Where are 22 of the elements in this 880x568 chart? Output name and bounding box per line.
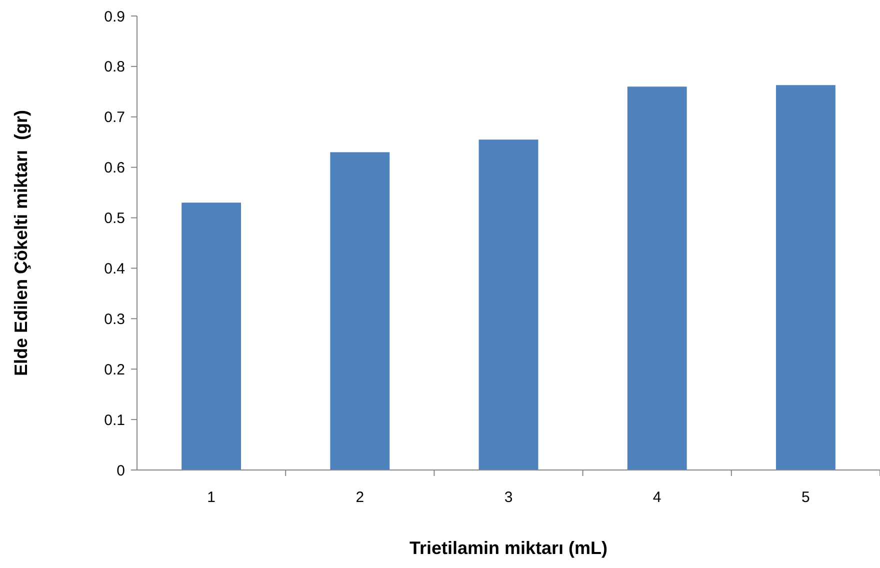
bar [478,140,538,470]
y-axis-title: Elde Edilen Çökelti miktarı (gr) [11,110,31,376]
x-tick-label: 4 [652,489,662,506]
y-tick-label: 0.7 [104,109,125,126]
y-tick-label: 0.4 [104,260,125,278]
y-tick-label: 0.5 [104,210,125,228]
y-tick-label: 0.2 [104,361,125,378]
x-tick-label: 3 [504,489,513,506]
x-tick-label: 5 [802,489,810,506]
y-tick-label: 0.9 [104,8,125,26]
bar [182,202,242,470]
y-tick-label: 0.3 [104,310,125,328]
bar [776,85,836,470]
x-axis-title: Trietilamin miktarı (mL) [409,538,608,558]
y-tick-label: 0.6 [104,160,125,177]
bar [330,152,390,470]
x-tick-label: 2 [356,489,364,506]
y-tick-label: 0.8 [104,58,125,76]
y-tick-label: 0.1 [104,412,125,429]
y-tick-label: 0 [116,462,125,480]
x-tick-label: 1 [207,489,216,506]
bar [627,86,687,470]
